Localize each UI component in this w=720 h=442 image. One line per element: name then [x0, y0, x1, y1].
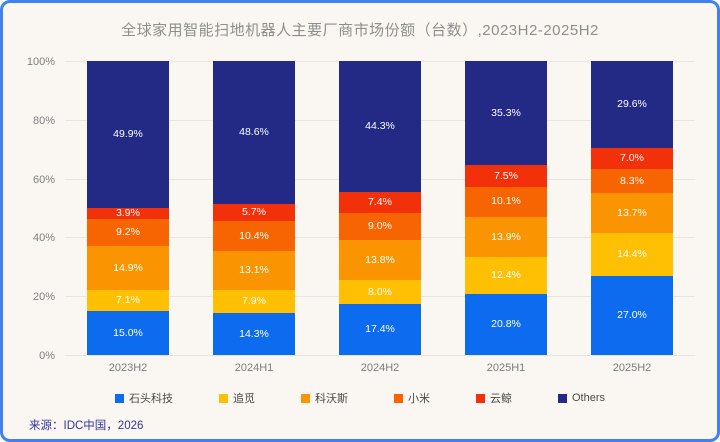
- segment-value-label: 9.0%: [368, 220, 392, 233]
- legend-label: 科沃斯: [314, 393, 348, 405]
- segment-小米: 9.2%: [87, 219, 169, 247]
- segment-Others: 49.9%: [87, 61, 169, 208]
- y-axis-tick: 100%: [26, 56, 55, 68]
- x-axis-tick: 2023H2: [108, 362, 148, 374]
- segment-value-label: 35.3%: [491, 106, 521, 119]
- segment-value-label: 3.9%: [116, 207, 140, 220]
- segment-value-label: 14.9%: [113, 261, 143, 274]
- gridline: 0%: [39, 350, 695, 362]
- segment-value-label: 14.4%: [617, 248, 647, 261]
- segment-value-label: 14.3%: [239, 327, 269, 340]
- segment-value-label: 7.1%: [116, 294, 140, 307]
- segment-value-label: 7.4%: [368, 196, 392, 209]
- plot-area: 0% 20% 40% 60% 80% 100% 15.0% 7.1% 14.9% 9.2% 3.9%…: [27, 56, 695, 362]
- segment-value-label: 44.3%: [365, 120, 395, 133]
- segment-追觅: 7.9%: [213, 289, 295, 313]
- segment-value-label: 13.9%: [491, 230, 521, 243]
- segment-云鲸: 7.0%: [591, 148, 673, 169]
- segment-小米: 10.4%: [213, 220, 295, 252]
- segment-小米: 9.0%: [339, 213, 421, 240]
- y-axis-tick: 40%: [32, 232, 55, 245]
- legend-swatch-icon: [218, 393, 228, 403]
- y-axis-tick: 80%: [32, 114, 55, 127]
- segment-石头科技: 14.3%: [213, 312, 295, 355]
- y-axis-tick: 20%: [32, 291, 55, 304]
- legend-item-科沃斯: 科沃斯: [300, 390, 348, 406]
- segment-追觅: 8.0%: [339, 280, 421, 304]
- legend-swatch-icon: [557, 393, 567, 403]
- y-axis-tick: 60%: [32, 173, 55, 186]
- segment-Others: 29.6%: [591, 61, 673, 149]
- segment-value-label: 48.6%: [239, 126, 269, 139]
- source-note: 来源：IDC中国，2026: [29, 420, 144, 432]
- x-axis-tick: 2024H2: [360, 362, 400, 374]
- segment-追觅: 12.4%: [465, 257, 547, 294]
- segment-value-label: 8.0%: [368, 285, 392, 298]
- segment-Others: 35.3%: [465, 61, 547, 165]
- segment-value-label: 13.1%: [239, 264, 269, 277]
- legend-label: Others: [571, 392, 605, 404]
- segment-科沃斯: 13.7%: [591, 193, 673, 234]
- legend-item-石头科技: 石头科技: [114, 390, 173, 406]
- x-axis-tick: 2024H1: [234, 362, 274, 374]
- legend-label: 石头科技: [128, 393, 173, 405]
- segment-科沃斯: 14.9%: [87, 246, 169, 291]
- segment-石头科技: 20.8%: [465, 293, 547, 355]
- segment-value-label: 8.3%: [620, 174, 644, 187]
- segment-value-label: 7.5%: [494, 169, 518, 182]
- segment-value-label: 10.1%: [491, 195, 521, 208]
- x-axis-labels: 2023H2 2024H1 2024H2 2025H1 2025H2: [65, 362, 695, 374]
- legend-label: 云鲸: [489, 393, 512, 405]
- y-axis-tick: 0%: [39, 350, 55, 362]
- chart-title: 全球家用智能扫地机器人主要厂商市场份额（台数）,2023H2-2025H2: [121, 22, 599, 39]
- segment-石头科技: 15.0%: [87, 310, 169, 355]
- segment-value-label: 7.9%: [242, 295, 266, 308]
- segment-value-label: 29.6%: [617, 98, 647, 111]
- segment-value-label: 20.8%: [491, 318, 521, 331]
- segment-value-label: 10.4%: [239, 229, 269, 242]
- segment-value-label: 13.7%: [617, 206, 647, 219]
- segment-石头科技: 17.4%: [339, 303, 421, 355]
- segment-科沃斯: 13.8%: [339, 239, 421, 281]
- segment-科沃斯: 13.9%: [465, 216, 547, 258]
- legend-swatch-icon: [475, 393, 485, 403]
- segment-云鲸: 3.9%: [87, 207, 169, 220]
- x-axis-tick: 2025H1: [486, 362, 526, 374]
- legend-item-追觅: 追觅: [218, 390, 255, 406]
- legend-label: 小米: [407, 393, 430, 405]
- x-axis-tick: 2025H2: [612, 362, 652, 374]
- segment-科沃斯: 13.1%: [213, 251, 295, 290]
- legend-swatch-icon: [300, 393, 310, 403]
- segment-云鲸: 7.5%: [465, 164, 547, 187]
- segment-value-label: 17.4%: [365, 323, 395, 336]
- segment-追觅: 14.4%: [591, 233, 673, 276]
- segment-小米: 8.3%: [591, 168, 673, 194]
- segment-Others: 48.6%: [213, 61, 295, 204]
- segment-value-label: 27.0%: [617, 309, 647, 322]
- legend-item-小米: 小米: [393, 390, 430, 406]
- segment-小米: 10.1%: [465, 186, 547, 217]
- segment-value-label: 15.0%: [113, 326, 143, 339]
- legend-item-云鲸: 云鲸: [475, 390, 512, 406]
- segment-云鲸: 7.4%: [339, 191, 421, 214]
- legend-swatch-icon: [393, 393, 403, 403]
- legend-item-Others: Others: [557, 390, 605, 406]
- segment-云鲸: 5.7%: [213, 203, 295, 221]
- segment-value-label: 49.9%: [113, 128, 143, 141]
- segment-石头科技: 27.0%: [591, 275, 673, 355]
- segment-Others: 44.3%: [339, 61, 421, 192]
- segment-value-label: 7.0%: [620, 152, 644, 165]
- legend: 石头科技 追觅 科沃斯 小米 云鲸 Others: [3, 390, 717, 406]
- segment-value-label: 5.7%: [242, 206, 266, 219]
- segment-value-label: 13.8%: [365, 253, 395, 266]
- segment-value-label: 9.2%: [116, 226, 140, 239]
- legend-label: 追觅: [232, 393, 255, 405]
- segment-value-label: 12.4%: [491, 269, 521, 282]
- segment-追觅: 7.1%: [87, 290, 169, 311]
- legend-swatch-icon: [114, 393, 124, 403]
